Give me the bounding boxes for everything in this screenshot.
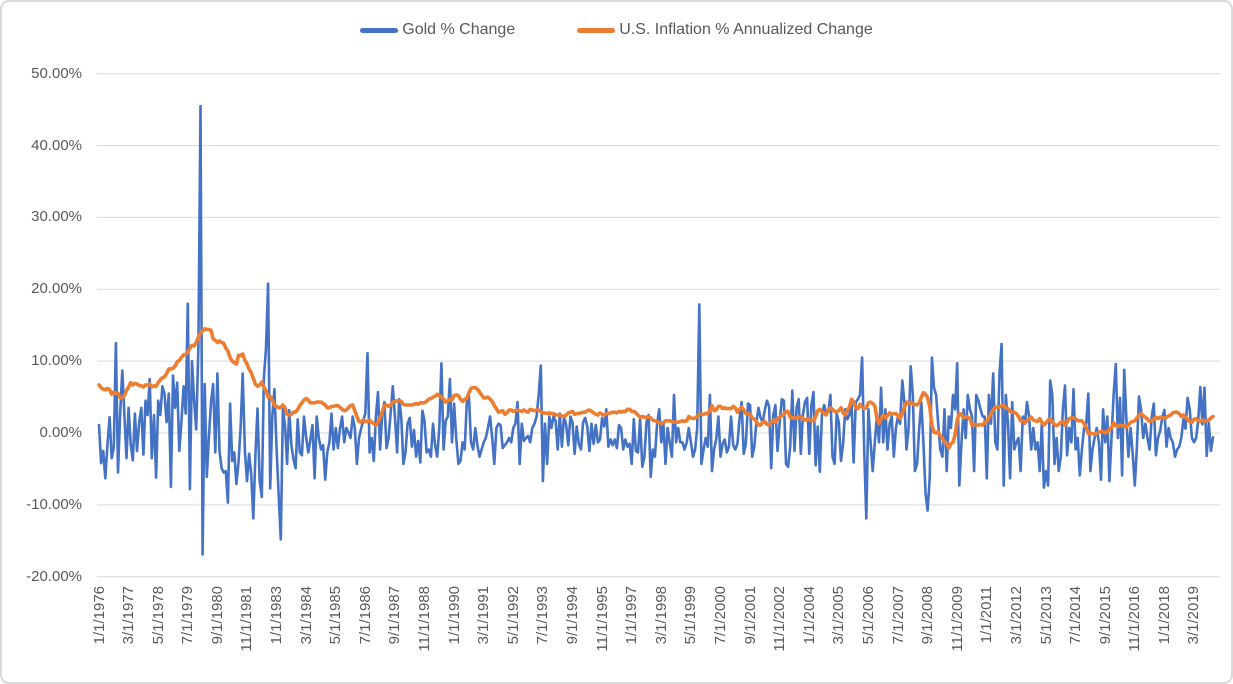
legend-item-gold[interactable]: Gold % Change — [360, 21, 515, 39]
x-axis-label: 5/1/2013 — [1038, 586, 1055, 645]
x-axis-label: 5/1/1985 — [327, 586, 344, 645]
x-axis-label: 5/1/1978 — [150, 586, 167, 645]
y-axis-label: 20.00% — [31, 280, 82, 297]
x-axis-label: 11/1/2009 — [949, 586, 966, 652]
legend-label-gold: Gold % Change — [402, 21, 516, 38]
x-axis-label: 3/1/1998 — [653, 586, 670, 645]
x-axis-label: 7/1/1979 — [179, 586, 196, 645]
x-axis-label: 1/1/2011 — [978, 586, 995, 644]
x-axis-label: 3/1/1977 — [120, 586, 137, 645]
y-axis-label: -20.00% — [26, 568, 82, 585]
x-axis-label: 11/1/1995 — [594, 586, 611, 652]
x-axis-label: 5/1/2006 — [860, 586, 877, 645]
x-axis-label: 7/1/2014 — [1067, 586, 1084, 645]
x-axis-label: 9/1/2008 — [919, 586, 936, 645]
x-axis-label: 3/1/2005 — [830, 586, 847, 645]
legend-item-inflation[interactable]: U.S. Inflation % Annualized Change — [577, 21, 873, 39]
x-axis-label: 7/1/1986 — [357, 586, 374, 645]
x-axis-label: 1/1/2004 — [801, 586, 818, 645]
x-axis-label: 1/1/2018 — [1156, 586, 1173, 645]
x-axis-label: 9/1/2001 — [742, 586, 759, 645]
x-axis-label: 9/1/1994 — [564, 586, 581, 645]
x-axis-label: 1/1/1997 — [623, 586, 640, 645]
y-axis-label: 0.00% — [39, 424, 82, 441]
x-axis-label: 3/1/1991 — [475, 586, 492, 645]
y-axis-label: 50.00% — [31, 65, 82, 82]
gold-series-line — [97, 104, 1215, 556]
y-axis-label: 10.00% — [31, 352, 82, 369]
x-axis-label: 11/1/2016 — [1126, 586, 1143, 652]
x-axis-label: 5/1/1992 — [505, 586, 522, 645]
x-axis-label: 9/1/1980 — [209, 586, 226, 645]
x-axis-label: 7/1/2000 — [712, 586, 729, 645]
chart-legend: Gold % Change U.S. Inflation % Annualize… — [2, 21, 1231, 39]
x-axis-label: 9/1/1987 — [386, 586, 403, 645]
x-axis-label: 3/1/2012 — [1008, 586, 1025, 645]
x-axis-label: 5/1/1999 — [682, 586, 699, 645]
y-axis-label: -10.00% — [26, 496, 82, 513]
x-axis-label: 1/1/1990 — [446, 586, 463, 645]
x-axis-label: 11/1/1988 — [416, 586, 433, 652]
gold-line-swatch-icon — [360, 27, 399, 33]
x-axis-label: 11/1/1981 — [238, 586, 255, 652]
x-axis-label: 3/1/2019 — [1185, 586, 1202, 645]
x-axis-label: 1/1/1983 — [268, 586, 285, 645]
x-axis-label: 11/1/2002 — [771, 586, 788, 652]
x-axis-label: 1/1/1976 — [91, 586, 108, 645]
x-axis-label: 7/1/1993 — [534, 586, 551, 645]
y-axis-label: 30.00% — [31, 208, 82, 225]
y-axis-label: 40.00% — [31, 137, 82, 154]
x-axis-label: 9/1/2015 — [1097, 586, 1114, 645]
inflation-series-line — [97, 326, 1215, 450]
inflation-line-swatch-icon — [577, 27, 616, 33]
legend-label-inflation: U.S. Inflation % Annualized Change — [619, 21, 873, 38]
x-axis-label: 3/1/1984 — [298, 586, 315, 645]
x-axis-label: 7/1/2007 — [890, 586, 907, 645]
